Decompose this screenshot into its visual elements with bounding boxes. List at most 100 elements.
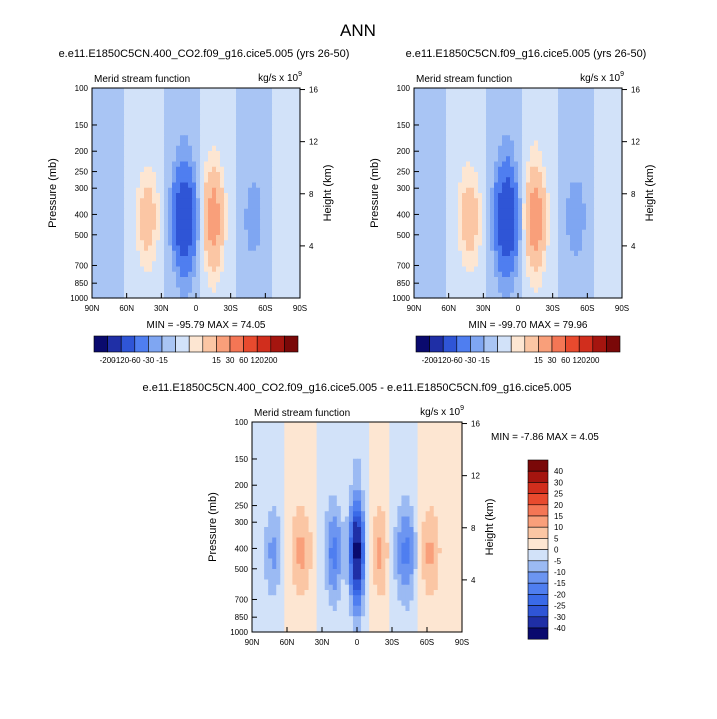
field-cell (104, 103, 109, 110)
field-cell (240, 187, 245, 194)
field-cell (92, 88, 97, 94)
field-cell (296, 485, 302, 491)
field-cell (442, 266, 447, 273)
field-cell (594, 287, 599, 294)
field-cell (192, 193, 197, 199)
field-cell (184, 198, 189, 205)
field-cell (352, 427, 358, 434)
field-cell (438, 177, 443, 184)
field-cell (276, 271, 281, 278)
field-cell (602, 256, 607, 262)
field-cell (494, 161, 499, 168)
field-cell (280, 103, 285, 110)
field-cell (442, 135, 447, 142)
field-cell (538, 98, 543, 105)
colorbar-label: -30 (465, 356, 477, 365)
field-cell (156, 156, 161, 163)
field-cell (244, 214, 249, 220)
field-cell (550, 151, 555, 157)
field-cell (550, 282, 555, 289)
field-cell (260, 422, 265, 428)
field-cell (124, 193, 129, 199)
field-cell (204, 103, 209, 110)
field-cell (490, 229, 495, 236)
field-cell (534, 156, 539, 163)
field-cell (92, 172, 97, 178)
field-cell (482, 240, 487, 247)
field-cell (172, 177, 177, 184)
field-cell (373, 479, 378, 486)
field-cell (176, 135, 181, 142)
field-cell (216, 292, 221, 299)
field-cell (490, 235, 495, 241)
field-cell (192, 208, 197, 215)
field-cell (112, 182, 117, 189)
field-cell (144, 135, 149, 142)
field-cell (216, 229, 221, 236)
field-cell (280, 109, 285, 115)
field-cell (430, 156, 435, 163)
field-cell (200, 151, 205, 157)
field-cell (490, 240, 495, 247)
field-cell (296, 240, 301, 247)
field-cell (530, 203, 535, 210)
field-cell (510, 198, 515, 205)
field-cell (296, 250, 301, 257)
field-cell (434, 109, 439, 115)
field-cell (434, 214, 439, 220)
field-cell (224, 277, 229, 283)
field-cell (96, 109, 101, 115)
field-cell (296, 261, 301, 268)
field-cell (108, 271, 113, 278)
field-cell (458, 161, 463, 168)
field-cell (172, 187, 177, 194)
field-cell (168, 166, 173, 173)
field-cell (474, 145, 479, 152)
field-cell (116, 277, 121, 283)
field-cell (574, 292, 579, 299)
field-cell (522, 208, 527, 215)
field-cell (446, 140, 451, 147)
field-cell (498, 177, 503, 184)
field-cell (474, 166, 479, 173)
field-cell (570, 177, 575, 184)
field-cell (422, 287, 427, 294)
field-cell (518, 214, 523, 220)
field-cell (614, 256, 619, 262)
field-cell (244, 114, 249, 121)
y-tick-label: 150 (75, 121, 89, 130)
field-cell (449, 422, 455, 428)
field-cell (248, 109, 253, 115)
field-cell (260, 250, 265, 257)
field-cell (348, 469, 354, 476)
field-cell (429, 485, 435, 491)
field-cell (486, 250, 491, 257)
field-cell (272, 427, 277, 434)
field-cell (381, 469, 386, 476)
field-cell (433, 437, 439, 444)
field-cell (220, 93, 225, 100)
field-cell (482, 166, 487, 173)
field-cell (389, 422, 394, 428)
field-cell (570, 219, 575, 226)
field-cell (232, 193, 237, 199)
field-cell (280, 98, 285, 105)
field-cell (208, 287, 213, 294)
field-cell (292, 198, 297, 205)
field-cell (401, 474, 407, 481)
field-cell (574, 271, 579, 278)
field-cell (450, 177, 455, 184)
field-cell (292, 93, 297, 100)
field-cell (236, 93, 241, 100)
field-cell (196, 224, 201, 231)
field-cell (381, 479, 386, 486)
field-cell (124, 119, 129, 126)
field-cell (614, 119, 619, 126)
field-cell (292, 292, 297, 299)
field-cell (437, 469, 443, 476)
field-cell (188, 224, 193, 231)
field-cell (324, 479, 330, 486)
field-cell (610, 282, 615, 289)
field-cell (598, 172, 603, 178)
field-cell (168, 177, 173, 184)
